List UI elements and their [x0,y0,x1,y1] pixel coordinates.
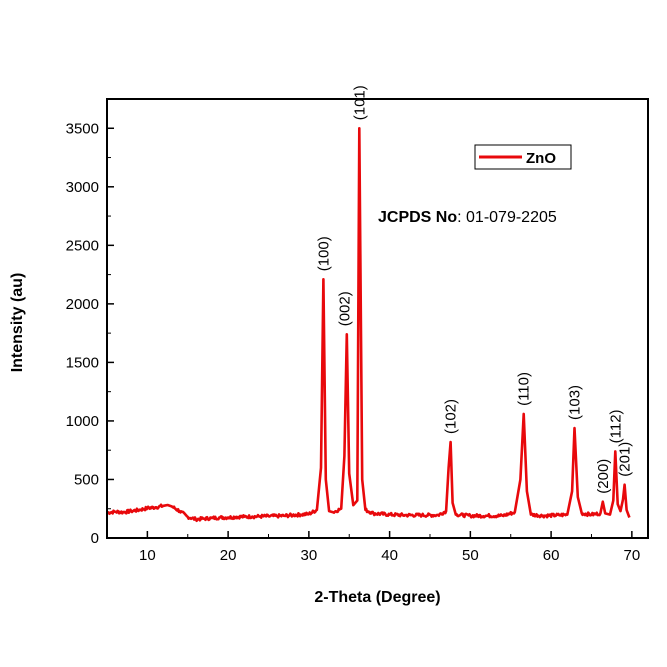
y-tick-label: 0 [91,530,99,547]
y-tick-label: 1500 [66,354,99,371]
peak-label: (102) [443,399,460,434]
peak-label: (101) [351,85,368,120]
x-tick-label: 50 [462,547,479,564]
peak-label: (112) [607,409,624,443]
y-tick-label: 1000 [66,413,99,430]
plot-frame [106,98,649,539]
y-axis-title: Intensity (au) [9,273,26,373]
x-tick-label: 20 [220,547,237,564]
peak-label: (002) [336,291,353,326]
peak-label: (100) [315,236,332,271]
peak-label: (110) [516,372,533,406]
x-axis: 10 20 30 40 50 60 70 [106,531,641,564]
jcpds-annotation-bold: JCPDS No [378,209,457,226]
y-tick-label: 3000 [66,179,99,196]
plot-area [106,127,631,523]
x-axis-title: 2-Theta (Degree) [314,589,440,606]
jcpds-annotation-number: : 01-079-2205 [457,209,557,226]
peak-label: (201) [617,442,634,477]
peak-labels: (100) (002) (101) (102) (110) (103) (200) (112)… [315,85,633,493]
y-tick-label: 500 [74,471,99,488]
peak-label: (103) [567,385,584,420]
x-tick-label: 30 [301,547,318,564]
x-tick-label: 10 [139,547,156,564]
y-tick-label: 2500 [66,237,99,254]
jcpds-annotation: JCPDS No: 01-079-2205 [378,209,557,226]
legend-label: ZnO [526,150,556,167]
series-line-zno [106,127,631,523]
x-tick-label: 70 [624,547,641,564]
x-tick-label: 60 [543,547,560,564]
y-tick-label: 3500 [66,120,99,137]
y-axis: 0 500 1000 1500 2000 2500 3000 3500 [66,120,114,547]
legend: ZnO [474,144,572,170]
x-tick-label: 40 [381,547,398,564]
peak-label: (200) [595,459,612,494]
y-tick-label: 2000 [66,296,99,313]
